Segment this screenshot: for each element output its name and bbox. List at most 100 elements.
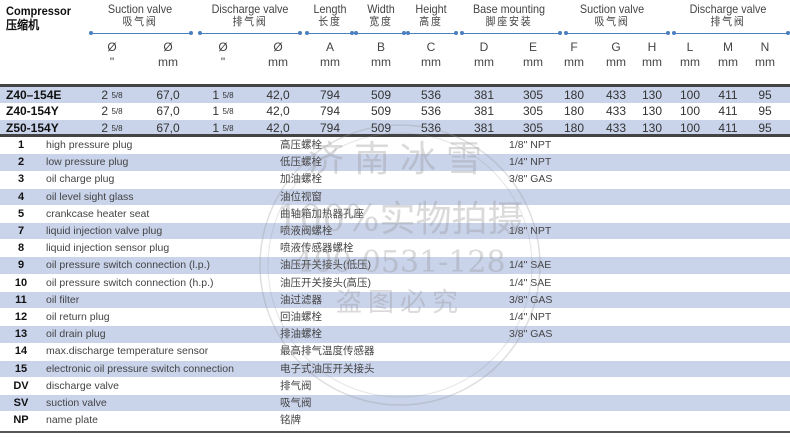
unit-label: mm [158,55,178,69]
compressor-header: Compressor 压缩机 [6,4,71,32]
cell-h: 130 [641,104,663,119]
unit-symbol: B [376,40,385,54]
group-divider-line [89,31,193,35]
legend-description-cn: 排油螺栓 [280,328,322,341]
legend-description-cn: 回油螺栓 [280,311,322,323]
models-rule [0,134,790,137]
group-divider-line [305,31,354,35]
column-group-header: Discharge valve 排气阀 [674,3,782,29]
unit-symbol: Ø [163,40,173,54]
unit-header: L mm [665,40,715,70]
legend-number: SV [13,397,29,409]
bottom-rule [0,431,790,433]
header-rule [0,84,790,87]
unit-label: mm [680,55,700,69]
cell-d: 381 [473,104,495,119]
cell-f: 180 [563,120,585,135]
model-row: Z40–154E 2 5/8 1 5/8 67,0 42,0 794 509 536 381… [0,87,790,103]
unit-label: mm [523,55,543,69]
unit-symbol: L [686,40,694,54]
legend-description-en: oil pressure switch connection (h.p.) [46,276,214,289]
unit-label: mm [421,55,441,69]
unit-label: mm [371,55,391,69]
unit-label: mm [642,55,662,69]
cell-h: 130 [641,88,663,102]
group-divider-line [406,31,458,35]
group-label-cn: 吸气阀 [594,16,630,28]
unit-label: mm [564,55,584,69]
legend-size: 3/8" GAS [509,328,553,341]
column-group-header: Length 长度 [276,3,384,29]
legend-description-cn: 排气阀 [280,379,312,392]
legend-row: 2 low pressure plug 低压螺栓 1/4" NPT [0,154,790,171]
legend-description-en: electronic oil pressure switch connectio… [46,362,234,375]
legend-description-cn: 喷液传感器螺栓 [280,242,354,255]
unit-symbol: M [723,40,733,54]
cell-l: 100 [679,120,701,135]
group-divider-line [672,31,790,35]
unit-symbol: Ø [273,40,283,54]
legend-number: 1 [17,139,25,151]
cell-e: 305 [522,104,544,119]
legend-number: 15 [14,362,28,375]
legend-size: 1/4" SAE [509,276,552,289]
unit-label: mm [320,55,340,69]
model-row: Z50-154Y 2 5/8 1 5/8 67,0 42,0 794 509 536 381… [0,119,790,136]
unit-header: Ø mm [143,40,193,70]
group-label-cn: 排气阀 [710,16,746,28]
discharge-inch: 1 5/8 [212,88,234,102]
cell-m: 411 [718,120,738,135]
legend-description-cn: 油位视窗 [280,190,322,203]
cell-g: 433 [605,104,627,119]
unit-label: mm [474,55,494,69]
legend-number: 4 [17,190,25,203]
column-group-header: Suction valve 吸气阀 [558,3,666,29]
cell-m: 411 [718,88,738,102]
cell-d: 381 [473,120,495,135]
legend-size: 1/4" NPT [509,156,552,169]
unit-header: D mm [459,40,509,70]
model-row: Z40-154Y 2 5/8 1 5/8 67,0 42,0 794 509 536 381… [0,103,790,119]
legend-description-en: name plate [46,414,98,427]
unit-label: " [109,55,115,69]
legend-description-cn: 铭牌 [280,414,301,427]
unit-symbol: H [647,40,657,54]
legend-description-cn: 油过滤器 [280,293,322,306]
cell-l: 100 [679,88,701,102]
legend-number: 8 [17,242,25,255]
model-name: Z40-154Y [6,104,59,119]
unit-header: A mm [305,40,355,70]
legend-size: 3/8" GAS [509,293,553,306]
legend-description-en: discharge valve [46,379,119,392]
cell-n: 95 [758,104,772,119]
suction-inch: 2 5/8 [101,120,123,135]
legend-row: 4 oil level sight glass 油位视窗 [0,188,790,205]
legend-description-en: max.discharge temperature sensor [46,345,209,358]
unit-symbol: N [760,40,770,54]
legend-description-cn: 吸气阀 [280,397,312,409]
legend-number: DV [13,379,29,392]
group-divider-line [354,31,406,35]
group-label-cn: 高度 [419,16,443,28]
legend-row: 11 oil filter 油过滤器 3/8" GAS [0,291,790,309]
unit-header: Ø " [87,40,137,70]
compressor-label-en: Compressor [6,4,72,18]
legend-number: 11 [15,293,27,306]
cell-n: 95 [758,88,772,102]
compressor-label-cn: 压缩机 [6,18,40,32]
legend-description-en: low pressure plug [46,156,129,169]
legend-row: 3 oil charge plug 加油螺栓 3/8" GAS [0,171,790,187]
cell-c: 536 [420,120,442,135]
unit-symbol: Ø [107,40,117,54]
discharge-inch: 1 5/8 [212,104,234,119]
unit-symbol: E [528,40,537,54]
unit-label: mm [268,55,288,69]
legend-description-en: oil level sight glass [46,190,134,203]
unit-header: M mm [703,40,753,70]
legend-description-en: suction valve [46,397,107,409]
legend-description-cn: 低压螺栓 [280,156,322,169]
legend-description-cn: 高压螺栓 [280,139,322,151]
column-group-header: Base mounting 脚座安装 [455,3,563,29]
legend-number: 7 [17,225,25,237]
legend-number: 13 [14,328,28,341]
